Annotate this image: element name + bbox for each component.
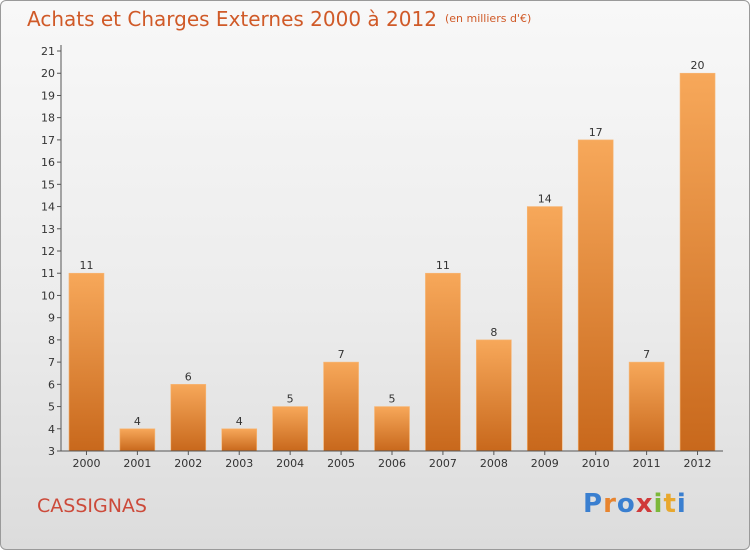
x-tick-label: 2010 <box>582 457 610 470</box>
bar-value-label: 7 <box>338 348 345 361</box>
chart-title-text: Achats et Charges Externes 2000 à 2012 <box>27 7 437 31</box>
y-tick-label: 10 <box>41 289 55 302</box>
chart-title: Achats et Charges Externes 2000 à 2012 (e… <box>27 7 531 31</box>
bar-value-label: 7 <box>643 348 650 361</box>
bar-value-label: 5 <box>389 393 396 406</box>
bar-value-label: 4 <box>236 415 243 428</box>
x-tick-label: 2009 <box>531 457 559 470</box>
y-tick-label: 13 <box>41 223 55 236</box>
y-tick-label: 19 <box>41 89 55 102</box>
bar-2009 <box>526 206 563 452</box>
y-tick-label: 5 <box>48 401 55 414</box>
bar-2006 <box>374 406 410 452</box>
x-tick-label: 2000 <box>72 457 100 470</box>
bar-value-label: 4 <box>134 415 141 428</box>
bar-value-label: 20 <box>691 59 705 72</box>
logo-letter: t <box>663 489 677 519</box>
y-tick-label: 11 <box>41 267 55 280</box>
logo-letter: i <box>676 489 687 519</box>
x-tick-label: 2004 <box>276 457 304 470</box>
y-tick-label: 18 <box>41 112 55 125</box>
location-name: CASSIGNAS <box>37 495 147 517</box>
bar-2012 <box>679 72 716 452</box>
y-tick-label: 3 <box>48 445 55 458</box>
bar-value-label: 5 <box>287 393 294 406</box>
y-tick-label: 15 <box>41 178 55 191</box>
bar-2000 <box>68 272 105 452</box>
y-tick-label: 7 <box>48 356 55 369</box>
bar-2011 <box>628 361 665 452</box>
y-tick-label: 12 <box>41 245 55 258</box>
y-tick-label: 20 <box>41 67 55 80</box>
x-tick-label: 2011 <box>633 457 661 470</box>
x-tick-label: 2001 <box>123 457 151 470</box>
bar-value-label: 6 <box>185 370 192 383</box>
logo-letter: i <box>653 489 664 519</box>
logo-letter: o <box>616 489 636 519</box>
bar-2004 <box>272 406 308 452</box>
x-tick-label: 2002 <box>174 457 202 470</box>
bar-value-label: 8 <box>490 326 497 339</box>
proxiti-logo[interactable]: Proxiti <box>583 489 687 519</box>
bar-value-label: 14 <box>538 193 552 206</box>
y-tick-label: 6 <box>48 378 55 391</box>
x-tick-label: 2007 <box>429 457 457 470</box>
bar-2007 <box>425 272 461 452</box>
bar-2008 <box>476 339 512 452</box>
bar-value-label: 17 <box>589 126 603 139</box>
bar-value-label: 11 <box>79 259 93 272</box>
y-tick-label: 21 <box>41 45 55 58</box>
x-tick-label: 2012 <box>684 457 712 470</box>
bar-2005 <box>323 361 359 452</box>
bar-value-label: 11 <box>436 259 450 272</box>
y-tick-label: 16 <box>41 156 55 169</box>
logo-letter: r <box>603 489 617 519</box>
x-tick-label: 2003 <box>225 457 253 470</box>
bar-2003 <box>221 428 258 452</box>
x-tick-label: 2005 <box>327 457 355 470</box>
bar-2002 <box>170 384 207 452</box>
y-tick-label: 4 <box>48 423 55 436</box>
logo-letter: P <box>583 489 604 519</box>
y-tick-label: 17 <box>41 134 55 147</box>
x-tick-label: 2008 <box>480 457 508 470</box>
logo-letter: x <box>635 489 654 519</box>
y-tick-label: 8 <box>48 334 55 347</box>
y-tick-label: 9 <box>48 312 55 325</box>
y-tick-label: 14 <box>41 201 55 214</box>
x-tick-label: 2006 <box>378 457 406 470</box>
bar-2001 <box>119 428 156 452</box>
chart-subtitle: (en milliers d'€) <box>444 12 532 25</box>
bar-2010 <box>577 139 614 452</box>
